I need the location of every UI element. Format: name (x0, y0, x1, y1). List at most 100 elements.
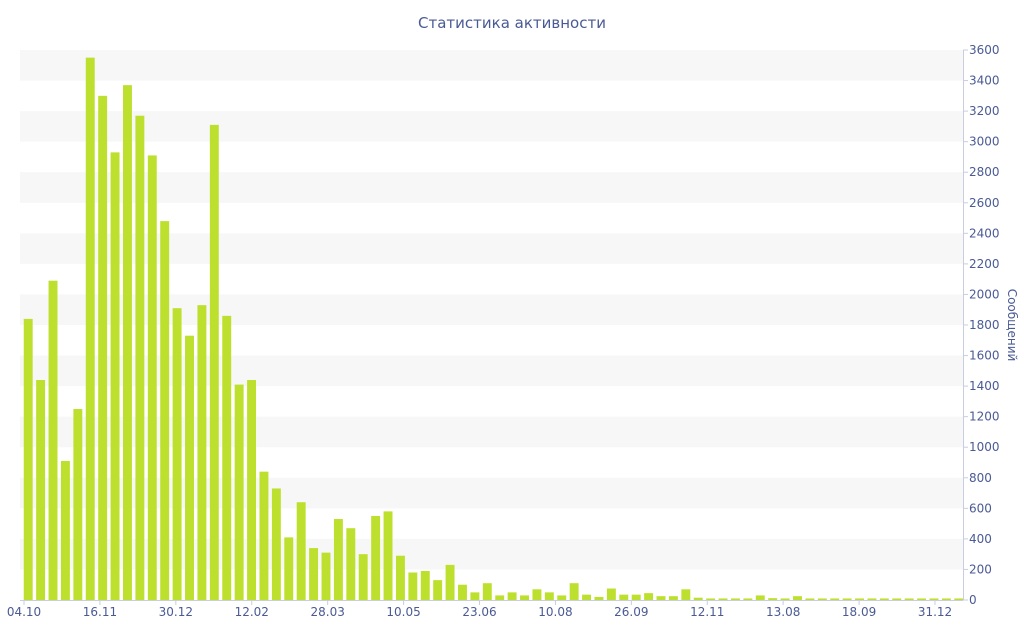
chart-bar (582, 594, 592, 600)
y-tick-label: 3000 (969, 135, 1000, 149)
grid-band (20, 233, 963, 264)
x-tick-label: 30.12 (159, 605, 193, 619)
x-tick-label: 28.03 (310, 605, 344, 619)
chart-bar (395, 555, 405, 600)
chart-bar (408, 572, 418, 600)
chart-bar (85, 57, 95, 600)
chart-bar (606, 588, 616, 600)
y-tick-label: 3400 (969, 74, 1000, 88)
y-tick-label: 2200 (969, 257, 1000, 271)
chart-bar (234, 384, 244, 600)
y-tick-label: 2400 (969, 226, 1000, 240)
chart-bar (333, 519, 343, 600)
x-tick-label: 31.12 (918, 605, 952, 619)
chart-bar (383, 511, 393, 600)
chart-bar (780, 598, 790, 600)
chart-bar (309, 548, 319, 600)
chart-bar (830, 598, 840, 600)
chart-bar (321, 552, 331, 600)
chart-bar (482, 583, 492, 600)
chart-bar (271, 488, 281, 600)
chart-bar (358, 554, 368, 600)
chart-bar (284, 537, 294, 600)
chart-bar (346, 528, 356, 600)
x-tick-label: 23.06 (462, 605, 496, 619)
chart-bar (495, 595, 505, 600)
grid-band (20, 172, 963, 203)
y-axis-title: Сообщений (1005, 289, 1019, 362)
x-tick-label: 12.11 (690, 605, 724, 619)
chart-bar (420, 570, 430, 600)
chart-bar (805, 598, 815, 600)
y-tick-label: 400 (969, 532, 992, 546)
x-tick-label: 10.08 (538, 605, 572, 619)
y-tick-label: 600 (969, 501, 992, 515)
chart-bar (619, 594, 629, 600)
chart-bar (371, 515, 381, 600)
chart-bar (954, 598, 964, 600)
chart-bar (755, 595, 765, 600)
chart-bar (23, 318, 33, 600)
chart-bar (247, 380, 257, 600)
chart-bar (730, 598, 740, 600)
chart-bar (855, 598, 864, 600)
chart-bar (110, 152, 120, 600)
chart-bar (879, 598, 889, 600)
chart-bar (817, 598, 827, 600)
chart-bar (544, 592, 554, 600)
chart-bar (135, 115, 145, 600)
chart-bar (98, 95, 108, 600)
y-tick-label: 1800 (969, 318, 1000, 332)
x-tick-label: 16.11 (83, 605, 117, 619)
chart-bar (681, 589, 691, 600)
y-tick-label: 0 (969, 593, 977, 607)
chart-bar (520, 595, 529, 600)
x-tick-label: 18.09 (842, 605, 876, 619)
chart-bar (458, 584, 467, 600)
y-tick-label: 1000 (969, 440, 1000, 454)
chart-bar (743, 598, 753, 600)
chart-bar (147, 155, 157, 600)
y-tick-label: 1400 (969, 379, 1000, 393)
chart-bar (768, 598, 778, 600)
chart-bar (904, 598, 914, 600)
chart-bar (569, 583, 579, 600)
chart-bar (172, 308, 182, 600)
chart-bar (557, 595, 567, 600)
chart-bar (222, 315, 232, 600)
chart-bar (793, 596, 802, 600)
y-tick-label: 200 (969, 562, 992, 576)
chart-bar (656, 596, 666, 600)
y-tick-label: 1200 (969, 410, 1000, 424)
chart-bar (892, 598, 902, 600)
chart-bar (929, 598, 939, 600)
chart-bar (917, 598, 927, 600)
chart-bar (718, 598, 728, 600)
chart-title: Статистика активности (418, 14, 606, 32)
chart-bar (123, 85, 132, 600)
grid-band (20, 111, 963, 142)
x-tick-label: 12.02 (235, 605, 269, 619)
y-tick-label: 1600 (969, 349, 1000, 363)
chart-bar (259, 471, 269, 600)
chart-bar (507, 592, 517, 600)
chart-bar (209, 124, 219, 600)
chart-bar (594, 596, 604, 600)
x-tick-label: 10.05 (386, 605, 420, 619)
chart-bar (160, 221, 170, 600)
chart-bar (48, 280, 58, 600)
chart-bar (36, 380, 46, 600)
y-tick-label: 2600 (969, 196, 1000, 210)
x-tick-label: 04.10 (7, 605, 41, 619)
chart-bar (470, 592, 480, 600)
chart-bar (532, 589, 542, 600)
chart-bar (842, 598, 852, 600)
x-tick-label: 26.09 (614, 605, 648, 619)
chart-bar (644, 593, 654, 600)
x-tick-label: 13.08 (766, 605, 800, 619)
chart-bar (867, 598, 877, 600)
chart-bar (73, 409, 83, 600)
chart-bar (445, 564, 455, 600)
